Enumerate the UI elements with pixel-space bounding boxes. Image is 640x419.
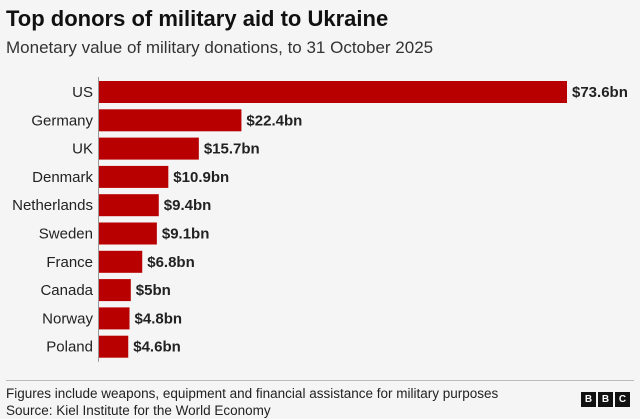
bbc-logo: B B C bbox=[581, 392, 630, 407]
data-label: $22.4bn bbox=[246, 112, 302, 129]
footer-text: Figures include weapons, equipment and f… bbox=[6, 385, 498, 419]
bar-plot: US $73.6bn Germany $22.4bn UK $15.7bn Denmark $… bbox=[12, 77, 628, 362]
data-label: $73.6bn bbox=[572, 84, 628, 101]
chart-subtitle: Monetary value of military donations, to… bbox=[6, 38, 434, 57]
bar bbox=[99, 194, 159, 217]
bar bbox=[99, 250, 143, 273]
source: Source: Kiel Institute for the World Eco… bbox=[6, 403, 271, 418]
category-label: Poland bbox=[46, 339, 93, 356]
bar bbox=[99, 137, 199, 160]
bar bbox=[99, 165, 169, 188]
data-label: $15.7bn bbox=[204, 141, 260, 158]
data-label: $9.4bn bbox=[164, 197, 212, 214]
bar bbox=[99, 222, 157, 245]
footnote: Figures include weapons, equipment and f… bbox=[6, 386, 499, 401]
category-label: France bbox=[46, 254, 93, 271]
data-label: $4.6bn bbox=[133, 339, 181, 356]
bar bbox=[99, 335, 129, 358]
chart-title: Top donors of military aid to Ukraine bbox=[6, 6, 389, 31]
data-label: $9.1bn bbox=[162, 226, 210, 243]
data-label: $10.9bn bbox=[173, 169, 229, 186]
data-label: $4.8bn bbox=[135, 310, 183, 327]
bar bbox=[99, 279, 131, 302]
bar bbox=[99, 81, 567, 103]
logo-letter: B bbox=[598, 392, 613, 407]
data-label: $5bn bbox=[136, 282, 171, 299]
category-label: US bbox=[72, 84, 93, 101]
category-label: Netherlands bbox=[12, 197, 93, 214]
category-label: Denmark bbox=[32, 169, 93, 186]
logo-letter: C bbox=[615, 392, 630, 407]
category-label: Canada bbox=[40, 282, 93, 299]
category-label: Sweden bbox=[39, 226, 93, 243]
footer-divider bbox=[6, 380, 634, 381]
logo-letter: B bbox=[581, 392, 596, 407]
data-label: $6.8bn bbox=[147, 254, 195, 271]
bar bbox=[99, 307, 130, 330]
bar bbox=[99, 109, 242, 132]
category-label: UK bbox=[72, 141, 93, 158]
category-label: Germany bbox=[31, 112, 93, 129]
category-label: Norway bbox=[42, 310, 93, 327]
